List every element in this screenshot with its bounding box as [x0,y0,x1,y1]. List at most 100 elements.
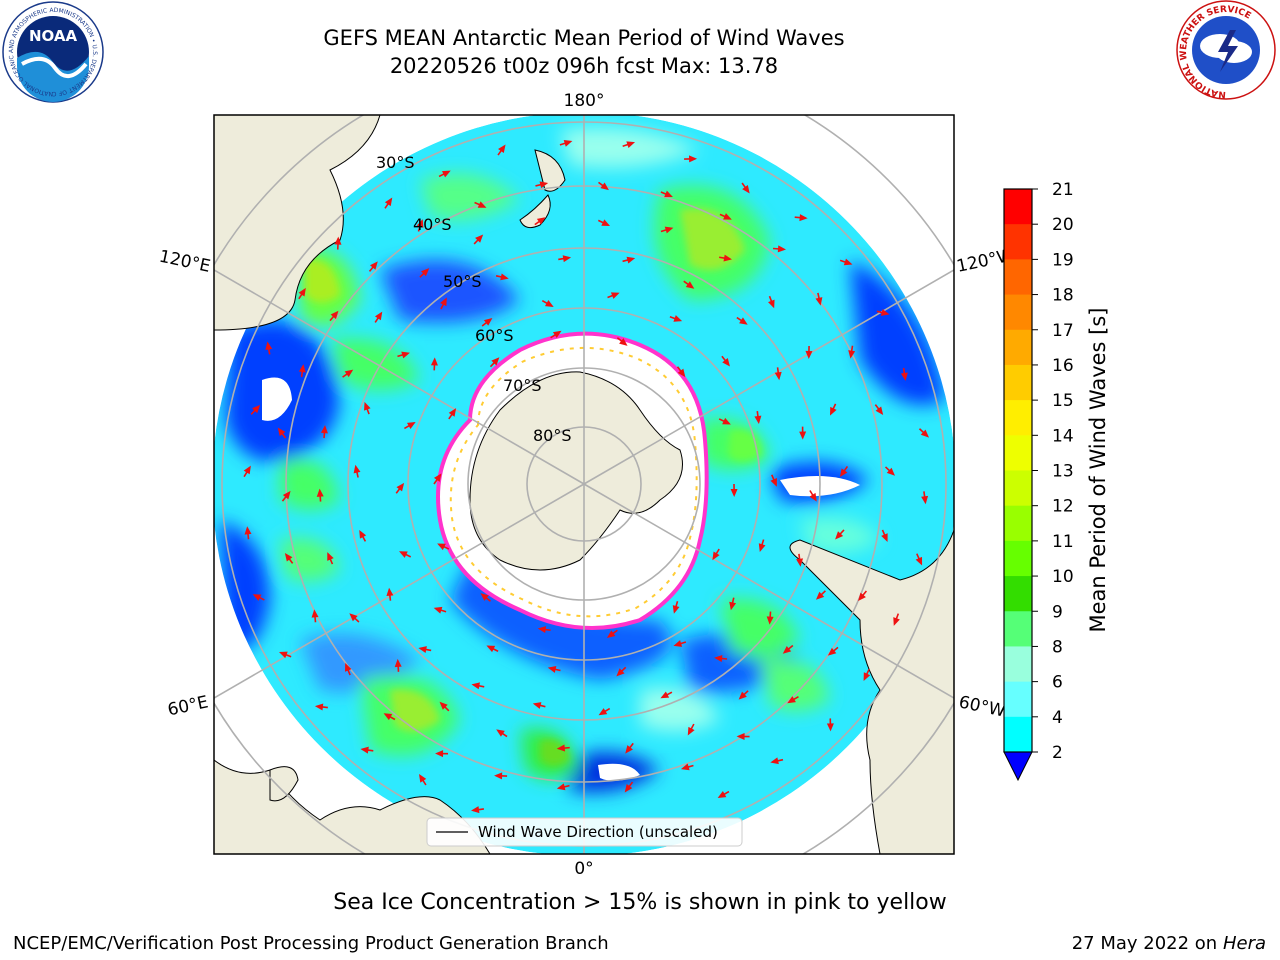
wave-direction-arrowhead [875,406,884,415]
colorbar-tick-label: 21 [1052,180,1074,200]
wave-direction-arrowhead [714,655,723,663]
wave-direction-arrowhead [314,703,324,711]
lon-label-180: 180° [564,91,605,111]
wave-direction-arrowhead [729,601,737,611]
colorbar-tick-label: 9 [1052,602,1063,622]
wave-direction-arrowhead [796,558,804,567]
wave-direction-arrowhead [279,651,288,659]
wave-direction-arrowhead [754,415,762,425]
wave-direction-arrowhead [407,421,416,430]
wave-direction-arrowhead [774,371,782,381]
wave-direction-arrowhead [848,350,856,359]
wave-direction-arrowhead [344,663,352,672]
wave-direction-arrowhead [416,219,424,228]
graticule [214,115,954,854]
colorbar-tick-label: 14 [1052,426,1074,446]
wave-direction-arrowhead [598,708,608,716]
colorbar-segment [1004,294,1032,331]
wave-direction-arrowhead [486,645,496,653]
wave-direction-arrowhead [680,763,690,771]
colorbar-tick-label: 10 [1052,567,1074,587]
wave-direction-arrowhead [483,318,493,326]
wave-direction-arrowhead [480,593,489,601]
wave-direction-arrowhead [815,591,825,600]
date-text: 27 May 2022 on [1071,933,1218,954]
noaa-logo: NOAA NATIONAL OCEANIC AND ATMOSPHERIC AD… [0,0,104,103]
wave-direction-arrowhead [494,772,503,780]
wave-direction-arrowhead [770,478,777,487]
wave-direction-arrowhead [441,170,451,178]
wave-direction-arrowhead [723,254,732,262]
wave-direction-arrowhead [787,696,796,704]
wave-direction-arrowhead [625,745,633,754]
wave-direction-arrowhead [839,468,848,478]
wave-direction-arrowhead [364,401,371,411]
wave-direction-arrowhead [626,256,636,264]
wave-direction-arrowhead [886,467,895,476]
land-masses [214,115,954,854]
colorbar-tick-label: 16 [1052,356,1074,376]
lon-label-120e: 120°E [157,247,212,277]
wave-direction-arrowhead [537,626,547,634]
colorbar-segment [1004,611,1032,647]
wave-direction-arrowhead [809,492,817,502]
wave-direction-arrowhead [616,668,625,677]
wave-direction-arrowhead [491,357,500,366]
wave-direction-arrowhead [359,529,367,539]
colorbar-segment [1004,259,1032,296]
lat-label-30s: 30°S [376,153,415,172]
wave-direction-arrowhead [563,140,573,147]
colorbar-segment [1004,540,1032,577]
chart-title: GEFS MEAN Antarctic Mean Period of Wind … [323,26,845,50]
nws-logo: NATIONAL WEATHER SERVICE [1176,0,1276,100]
wave-direction-arrowhead [677,368,686,378]
colorbar-tick-label: 6 [1052,673,1063,693]
wave-direction-arrowhead [374,311,383,321]
wave-direction-arrowhead [843,258,853,266]
map-plot-area: 30°S 40°S 50°S 60°S 70°S 80°S Wind Wave … [214,115,954,854]
wave-direction-arrowhead [500,273,509,281]
colorbar-segment [1004,400,1032,436]
wave-direction-arrowhead [619,338,628,346]
colorbar-tick-label: 12 [1052,497,1074,517]
wave-direction-arrowhead [532,702,542,709]
wave-direction-arrowhead [384,197,393,207]
wave-direction-arrowhead [547,666,557,673]
wave-direction-arrowhead [370,261,378,270]
wave-direction-arrowhead [606,630,616,638]
wave-direction-arrowhead [252,594,262,601]
colorbar-tick-label: 11 [1052,532,1074,552]
wave-direction-arrowhead [766,616,774,625]
colorbar-segment [1004,435,1032,471]
wave-direction-arrowhead [880,309,890,316]
map-frame [213,114,955,855]
colorbar-segment [1004,646,1032,683]
wave-direction-arrowhead [277,427,286,437]
wave-direction-arrowhead [353,464,361,474]
wave-direction-arrowhead [440,297,447,307]
wave-direction-arrowhead [736,733,745,741]
colorbar-tick-label: 8 [1052,637,1063,657]
lon-label-60w: 60°W [957,692,1007,721]
wave-direction-arrowhead [758,543,766,552]
colorbar-segment [1004,470,1032,507]
wave-direction-arrowhead [610,292,620,299]
wave-direction-arrowhead [418,646,427,653]
machine-name: Hera [1222,933,1266,954]
lat-label-60s: 60°S [475,326,514,345]
colorbar-segment [1004,505,1032,542]
lat-label-80s: 80°S [533,426,572,445]
wave-direction-arrowhead [433,473,442,482]
wave-direction-arrowhead [739,317,748,325]
wave-direction-arrowhead [712,551,720,561]
wave-direction-arrowhead [265,341,273,351]
lat-label-40s: 40°S [413,215,452,234]
wave-direction-arrows [243,140,930,814]
wave-direction-arrowhead [601,219,611,226]
wave-direction-arrowhead [830,406,837,416]
wave-direction-arrowhead [320,425,328,434]
colorbar-segment [1004,189,1032,225]
wave-direction-arrowhead [396,482,405,492]
wave-direction-arrowhead [383,713,393,721]
